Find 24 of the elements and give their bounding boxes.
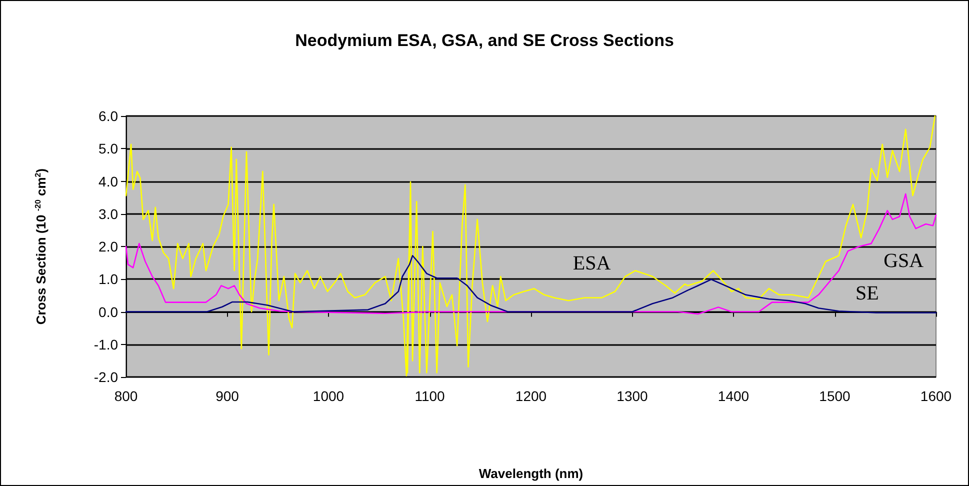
x-tick-label: 1100 [414, 388, 446, 404]
x-tick-label: 800 [114, 388, 138, 404]
x-tick-label: 1600 [920, 388, 952, 404]
x-tick-label: 1000 [312, 388, 344, 404]
y-tick-label: 6.0 [98, 108, 118, 124]
y-tick-label: 5.0 [98, 140, 118, 157]
y-tick-label: 0.0 [98, 304, 118, 320]
chart-title: Neodymium ESA, GSA, and SE Cross Sections [295, 31, 674, 50]
y-tick-label: -1.0 [94, 336, 118, 352]
y-tick-label: 4.0 [98, 173, 118, 190]
y-tick-label: 3.0 [98, 206, 118, 222]
y-tick-label: 2.0 [98, 238, 118, 254]
y-tick-label: 1.0 [98, 271, 118, 288]
series-label: GSA [884, 250, 924, 272]
series-label: SE [855, 282, 879, 304]
x-tick-label: 1500 [819, 388, 851, 404]
x-tick-label: 1400 [718, 388, 750, 404]
x-tick-label: 1300 [616, 388, 648, 404]
x-axis-title: Wavelength (nm) [478, 466, 584, 481]
x-tick-label: 900 [216, 388, 240, 404]
series-label: ESA [572, 252, 612, 274]
y-tick-label: -2.0 [94, 369, 118, 385]
y-axis-title: Cross Section (10 -20 cm2) [34, 168, 48, 325]
x-tick-label: 1200 [515, 388, 547, 404]
